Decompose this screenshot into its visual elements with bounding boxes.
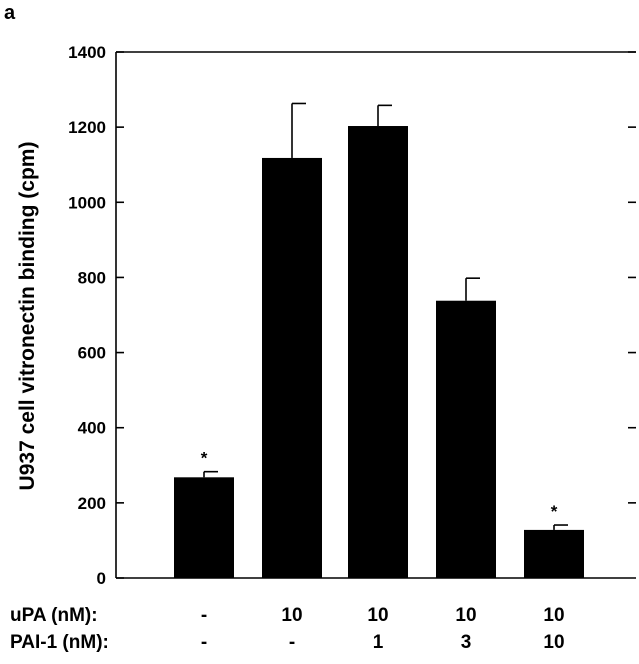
y-tick-label: 0 [97, 569, 106, 588]
y-tick-label: 200 [78, 494, 106, 513]
condition-value: 10 [543, 632, 565, 653]
bar [436, 300, 496, 578]
condition-value: 10 [455, 605, 477, 626]
significance-mark: * [201, 449, 208, 468]
panel-label: a [4, 2, 16, 24]
bar [174, 477, 234, 578]
condition-value: 3 [460, 632, 472, 653]
bar [524, 529, 584, 578]
y-tick-label: 1400 [68, 43, 106, 62]
bar [348, 126, 408, 578]
condition-value: - [200, 605, 208, 626]
y-tick-label: 800 [78, 268, 106, 287]
y-tick-label: 400 [78, 419, 106, 438]
condition-value: 10 [367, 605, 389, 626]
condition-value: - [200, 632, 208, 653]
condition-value: - [288, 632, 296, 653]
bar [262, 157, 322, 579]
condition-value: 1 [372, 632, 384, 653]
y-tick-label: 1000 [68, 193, 106, 212]
condition-row-label: uPA (nM): [10, 605, 98, 626]
condition-value: 10 [281, 605, 303, 626]
significance-mark: * [551, 502, 558, 521]
y-tick-label: 1200 [68, 118, 106, 137]
condition-row-label: PAI-1 (nM): [10, 632, 109, 653]
y-tick-label: 600 [78, 344, 106, 363]
condition-value: 10 [543, 605, 565, 626]
